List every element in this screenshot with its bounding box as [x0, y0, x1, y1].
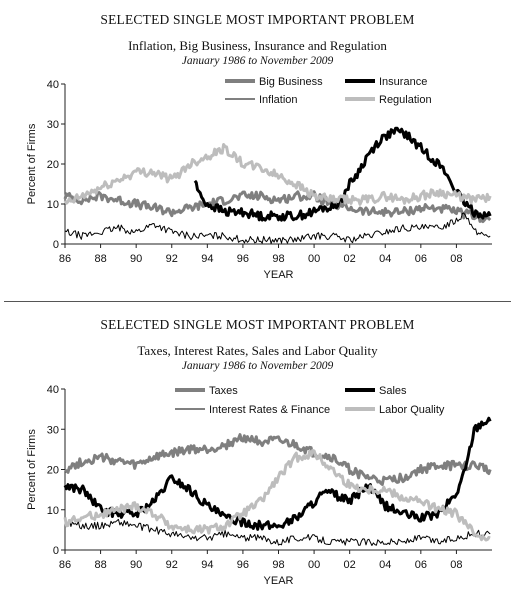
legend-label: Regulation	[379, 94, 432, 106]
series-line-sales	[63, 416, 492, 531]
y-tick-label: 10	[47, 505, 59, 517]
chart-panel-top: SELECTED SINGLE MOST IMPORTANT PROBLEM I…	[26, 12, 492, 281]
legend-label: Sales	[379, 385, 407, 397]
x-tick-label: 92	[166, 253, 178, 265]
x-tick-label: 94	[201, 253, 213, 265]
chart-title: SELECTED SINGLE MOST IMPORTANT PROBLEM	[100, 12, 415, 27]
x-axis-label: YEAR	[264, 575, 294, 587]
chart-bottom-svg: 0 10 20 30 40 86 88 90 92 94 96 98 00 02 04 06 08 YEAR Per…	[26, 384, 492, 587]
x-tick-label: 90	[130, 559, 142, 571]
x-tick-label: 88	[94, 559, 106, 571]
y-tick-label: 30	[47, 119, 59, 131]
y-tick-label: 30	[47, 424, 59, 436]
x-tick-label: 96	[237, 559, 249, 571]
x-tick-label: 02	[344, 559, 356, 571]
chart-date-range: January 1986 to November 2009	[181, 360, 334, 372]
x-tick-label: 86	[59, 253, 71, 265]
legend-label: Taxes	[209, 385, 238, 397]
legend-label: Interest Rates & Finance	[209, 404, 330, 416]
x-tick-label: 06	[415, 253, 427, 265]
y-axis-label: Percent of Firms	[26, 123, 38, 204]
y-tick-label: 0	[53, 239, 59, 251]
chart-date-range: January 1986 to November 2009	[181, 55, 334, 67]
x-tick-label: 08	[450, 253, 462, 265]
x-axis-label: YEAR	[264, 269, 294, 281]
x-tick-label: 00	[308, 253, 320, 265]
x-tick-label: 98	[272, 253, 284, 265]
chart-subtitle: Taxes, Interest Rates, Sales and Labor Q…	[137, 343, 378, 358]
x-tick-label: 00	[308, 559, 320, 571]
divider	[4, 301, 511, 302]
x-tick-label: 02	[344, 253, 356, 265]
y-axis-label: Percent of Firms	[26, 429, 38, 510]
chart-title: SELECTED SINGLE MOST IMPORTANT PROBLEM	[100, 317, 415, 332]
series-line-interest-rates-finance	[64, 518, 491, 546]
y-tick-label: 40	[47, 384, 59, 396]
x-tick-label: 92	[166, 559, 178, 571]
y-tick-label: 40	[47, 79, 59, 91]
series-line-insurance	[193, 126, 492, 222]
y-tick-label: 20	[47, 159, 59, 171]
legend-label: Labor Quality	[379, 404, 445, 416]
x-tick-label: 88	[94, 253, 106, 265]
chart-top-svg: 0 10 20 30 40 86 88 90 92 94 96 98 00 02 04 06 08 YEAR Per…	[26, 76, 492, 281]
legend-label: Big Business	[259, 76, 323, 88]
x-tick-label: 04	[379, 559, 391, 571]
y-tick-label: 10	[47, 199, 59, 211]
x-tick-label: 98	[272, 559, 284, 571]
series-line-regulation	[63, 143, 492, 206]
series-line-inflation	[64, 212, 491, 244]
x-tick-label: 96	[237, 253, 249, 265]
x-tick-label: 04	[379, 253, 391, 265]
series-line-labor-quality	[63, 449, 491, 542]
y-tick-label: 0	[53, 545, 59, 557]
series-line-taxes	[64, 433, 492, 486]
x-tick-label: 90	[130, 253, 142, 265]
legend-label: Insurance	[379, 76, 427, 88]
legend-label: Inflation	[259, 94, 298, 106]
chart-panel-bottom: SELECTED SINGLE MOST IMPORTANT PROBLEM T…	[0, 305, 515, 593]
chart-subtitle: Inflation, Big Business, Insurance and R…	[128, 38, 387, 53]
y-tick-label: 20	[47, 465, 59, 477]
series-line-big-business	[63, 190, 492, 224]
x-tick-label: 94	[201, 559, 213, 571]
x-tick-label: 86	[59, 559, 71, 571]
x-tick-label: 08	[450, 559, 462, 571]
x-tick-label: 06	[415, 559, 427, 571]
